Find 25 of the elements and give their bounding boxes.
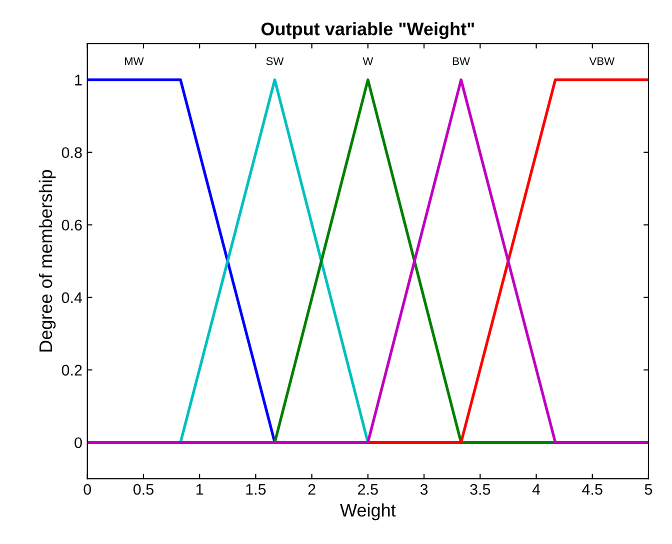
series-label: BW (453, 57, 470, 65)
x-axis-title: Weight (340, 503, 396, 520)
x-tick-label: 0.5 (133, 484, 154, 495)
x-tick-label: 4 (532, 484, 540, 495)
series-label: VBW (589, 57, 615, 65)
series-label: W (362, 57, 374, 65)
y-tick-label: 1 (75, 74, 82, 86)
x-tick-label: 4.5 (582, 484, 602, 495)
x-tick-label: 2 (308, 484, 316, 495)
y-tick-label: 0 (74, 437, 82, 448)
y-tick-label: 0.6 (62, 220, 82, 231)
x-tick-label: 5 (644, 484, 652, 495)
x-tick-label: 0 (84, 484, 92, 495)
x-tick-label: 3.5 (470, 484, 490, 495)
y-axis-title: Degree of membership (38, 170, 56, 352)
x-tick-label: 1 (196, 484, 204, 495)
x-tick-label: 1.5 (246, 484, 266, 495)
chart-title: Output variable "Weight" (261, 22, 474, 40)
series-label: MW (124, 57, 144, 65)
y-tick-label: 0.4 (62, 292, 82, 304)
series-label: SW (266, 57, 284, 66)
y-tick-label: 0.2 (62, 364, 82, 376)
x-tick-label: 3 (420, 484, 428, 495)
y-tick-label: 0.8 (62, 147, 82, 158)
x-tick-label: 2.5 (358, 484, 378, 495)
